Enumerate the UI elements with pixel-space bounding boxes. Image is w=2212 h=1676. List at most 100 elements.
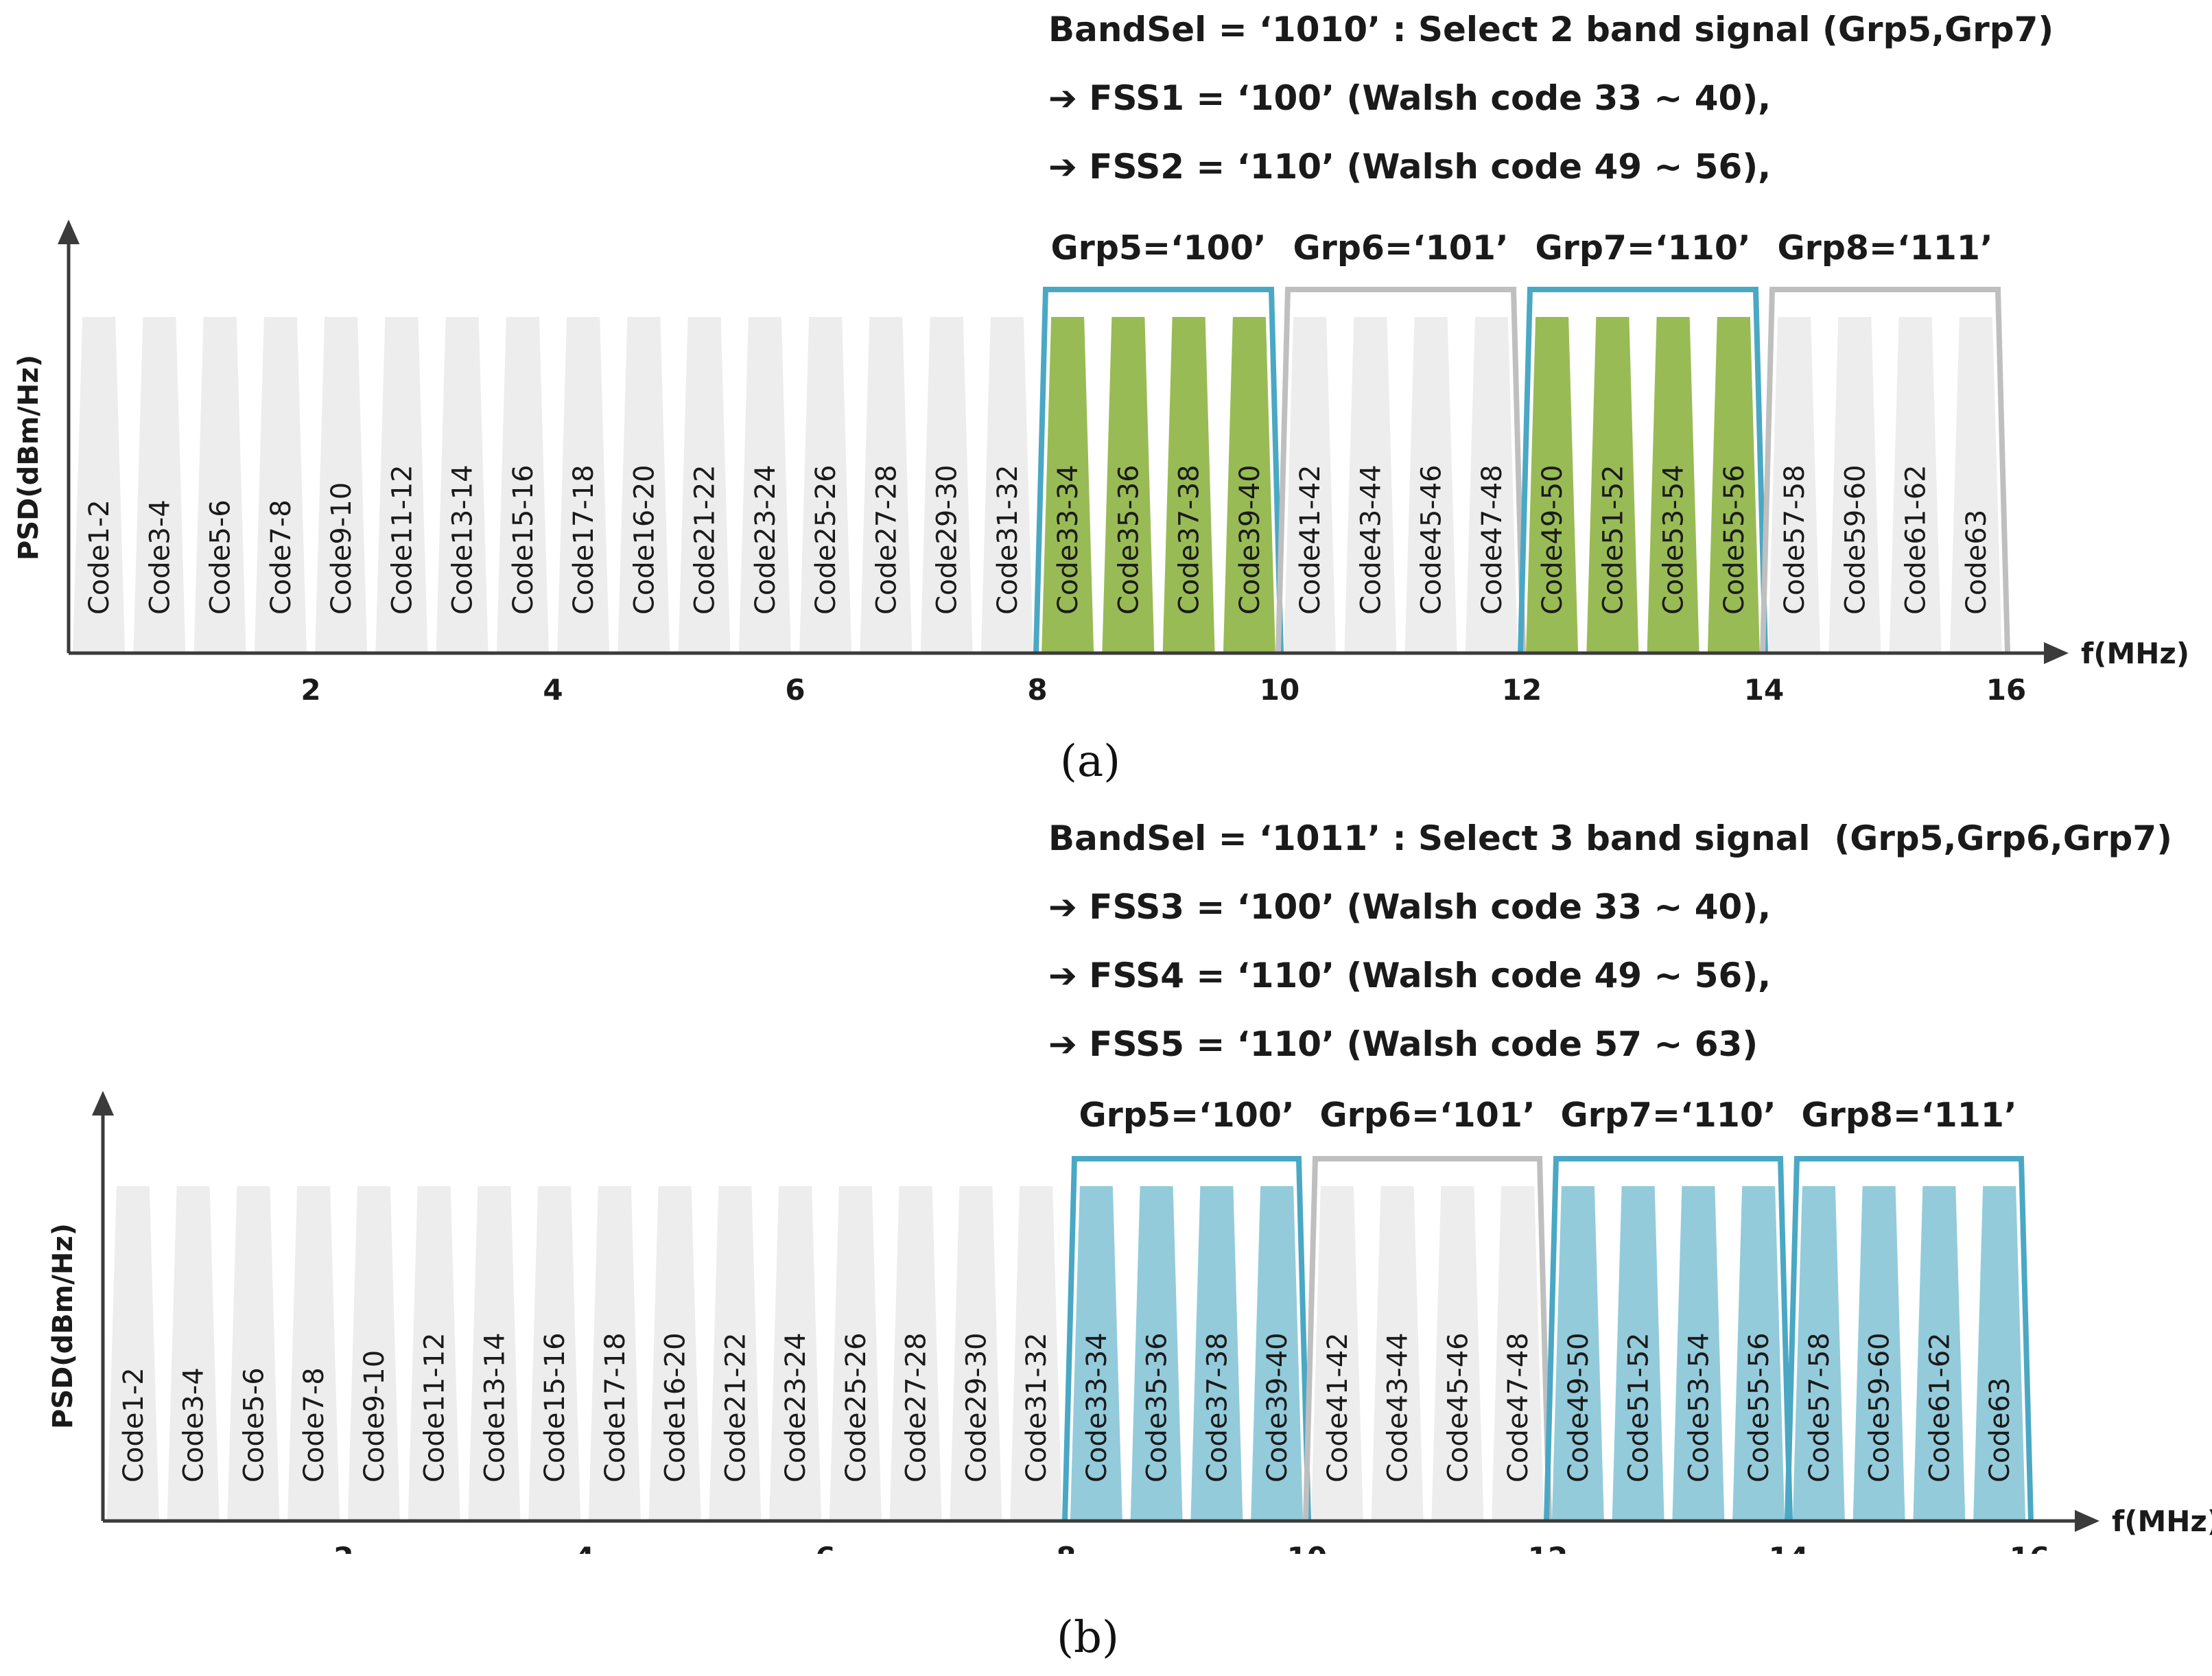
x-axis-arrow: [2075, 1510, 2099, 1532]
code-band-code7-8: [254, 317, 307, 653]
code-band-code53-54: [1647, 317, 1699, 653]
code-band-code21-22: [709, 1186, 762, 1521]
code-band-code55-56: [1732, 1186, 1785, 1521]
code-band-code13-14: [468, 1186, 521, 1521]
code-band-code23-24: [769, 1186, 822, 1521]
x-tick-label: 6: [785, 673, 805, 707]
code-label: Code11-12: [386, 464, 418, 615]
x-tick-label: 4: [543, 673, 563, 707]
x-tick-label: 16: [1986, 673, 2026, 707]
x-axis-label: f(MHz): [2081, 637, 2189, 670]
code-label: Code7-8: [266, 499, 297, 615]
code-band-code15-16: [528, 1186, 581, 1521]
group-label-7: Grp7=‘110’: [1535, 228, 1750, 268]
code-label: Code25-26: [810, 464, 842, 615]
code-label: Code47-48: [1503, 1332, 1534, 1483]
code-label: Code3-4: [144, 499, 176, 615]
code-band-code35-36: [1130, 1186, 1183, 1521]
code-label: Code7-8: [298, 1367, 330, 1483]
code-band-code31-32: [980, 317, 1033, 653]
group-box-7: [1544, 1156, 1793, 1522]
code-label: Code37-38: [1201, 1332, 1233, 1483]
code-band-code37-38: [1162, 317, 1215, 653]
group-label-6: Grp6=‘101’: [1319, 1096, 1535, 1135]
x-tick-label: 4: [574, 1541, 594, 1554]
code-label: Code27-28: [901, 1332, 932, 1483]
code-band-code63: [1949, 317, 2002, 653]
code-label: Code13-14: [447, 464, 479, 615]
group-label-5: Grp5=‘100’: [1079, 1096, 1294, 1135]
code-label: Code61-62: [1901, 464, 1932, 615]
x-tick-label: 12: [1528, 1541, 1568, 1554]
code-label: Code21-22: [720, 1332, 751, 1483]
group-box-8: [1785, 1156, 2034, 1522]
code-label: Code55-56: [1743, 1332, 1775, 1483]
code-band-code9-10: [315, 317, 368, 653]
group-box-6: [1275, 287, 1526, 654]
code-label: Code45-46: [1442, 1332, 1474, 1483]
x-tick-label: 16: [2010, 1541, 2049, 1554]
code-label: Code31-32: [1021, 1332, 1052, 1483]
code-band-code41-42: [1284, 317, 1337, 653]
code-band-code27-28: [889, 1186, 942, 1521]
y-axis-arrow: [58, 220, 80, 244]
code-band-code27-28: [860, 317, 913, 653]
code-band-code17-18: [557, 317, 610, 653]
x-tick-label: 2: [333, 1541, 353, 1554]
code-label: Code27-28: [871, 464, 902, 615]
code-band-code57-58: [1792, 1186, 1845, 1521]
code-band-code45-46: [1404, 317, 1457, 653]
code-label: Code16-20: [660, 1332, 692, 1483]
x-tick-label: 6: [815, 1541, 835, 1554]
code-band-code31-32: [1010, 1186, 1063, 1521]
code-label: Code39-40: [1234, 464, 1266, 615]
group-label-6: Grp6=‘101’: [1293, 228, 1508, 268]
code-label: Code41-42: [1322, 1332, 1354, 1483]
x-tick-label: 10: [1260, 673, 1299, 707]
code-band-code17-18: [588, 1186, 641, 1521]
x-tick-label: 2: [301, 673, 320, 707]
code-label: Code55-56: [1719, 464, 1750, 615]
panel-a-bandsel-line: BandSel = ‘1010’ : Select 2 band signal …: [1048, 10, 2054, 49]
code-label: Code43-44: [1382, 1332, 1414, 1483]
y-axis-arrow: [92, 1091, 114, 1116]
code-band-code35-36: [1102, 317, 1155, 653]
x-tick-label: 14: [1744, 673, 1784, 707]
x-tick-label: 14: [1769, 1541, 1809, 1554]
code-band-code33-34: [1070, 1186, 1122, 1521]
code-band-code1-2: [106, 1186, 159, 1521]
code-label: Code3-4: [178, 1367, 210, 1483]
code-label: Code21-22: [690, 464, 721, 615]
code-band-code59-60: [1852, 1186, 1905, 1521]
code-band-code51-52: [1586, 317, 1639, 653]
code-label: Code9-10: [326, 482, 357, 615]
code-band-code57-58: [1768, 317, 1821, 653]
code-label: Code29-30: [961, 1332, 992, 1483]
code-label: Code51-52: [1597, 464, 1629, 615]
panel-b-bandsel-line: BandSel = ‘1011’ : Select 3 band signal …: [1048, 818, 2172, 858]
code-band-code29-30: [920, 317, 973, 653]
x-tick-label: 10: [1287, 1541, 1327, 1554]
code-label: Code5-6: [205, 499, 237, 615]
code-band-code13-14: [436, 317, 489, 653]
code-label: Code59-60: [1839, 464, 1871, 615]
code-band-code61-62: [1913, 1186, 1966, 1521]
group-label-7: Grp7=‘110’: [1560, 1096, 1776, 1135]
x-tick-label: 8: [1056, 1541, 1076, 1554]
panel-b-fss5-line: ➔ FSS5 = ‘110’ (Walsh code 57 ~ 63): [1048, 1024, 1758, 1064]
code-band-code43-44: [1344, 317, 1397, 653]
code-label: Code33-34: [1052, 464, 1084, 615]
panel-a-fss2-line: ➔ FSS2 = ‘110’ (Walsh code 49 ~ 56),: [1048, 147, 1772, 187]
code-label: Code53-54: [1683, 1332, 1715, 1483]
panel-a-spectrum-chart: Grp5=‘100’ Grp6=‘101’ Grp7=‘110’ Grp8=‘111’…: [13, 220, 2189, 707]
code-band-code21-22: [678, 317, 731, 653]
code-label: Code23-24: [750, 464, 781, 615]
code-band-code25-26: [829, 1186, 882, 1521]
code-band-code53-54: [1672, 1186, 1725, 1521]
code-band-code41-42: [1310, 1186, 1363, 1521]
code-label: Code45-46: [1416, 464, 1448, 615]
code-band-code61-62: [1889, 317, 1942, 653]
code-label: Code13-14: [479, 1332, 510, 1483]
x-axis-arrow: [2044, 642, 2069, 664]
panel-a-caption: (a): [1060, 736, 1121, 787]
